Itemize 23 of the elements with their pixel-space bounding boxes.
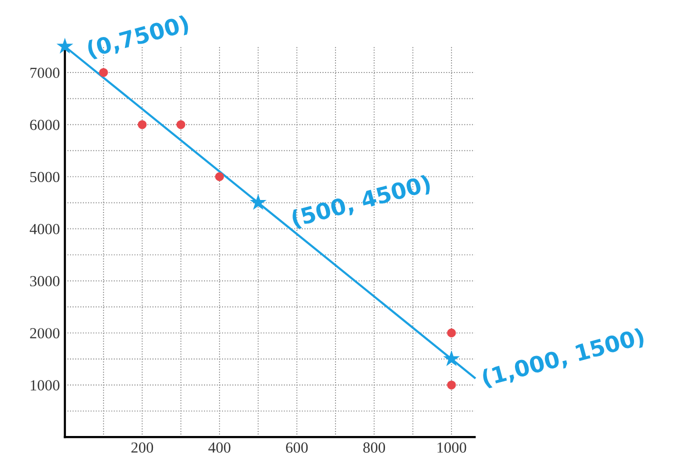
y-tick-label: 3000 xyxy=(30,276,60,286)
x-tick-label: 200 xyxy=(131,442,154,453)
y-tick-label: 6000 xyxy=(30,120,60,130)
y-tick-label: 1000 xyxy=(30,380,60,390)
point xyxy=(447,328,456,338)
point xyxy=(250,194,267,210)
x-tick-label: 800 xyxy=(363,442,386,453)
point xyxy=(56,38,74,54)
point xyxy=(99,68,108,77)
annotation: (1,000, 1500) xyxy=(481,327,646,390)
point xyxy=(138,120,147,130)
x-tick-label: 400 xyxy=(208,442,230,453)
point xyxy=(215,172,224,182)
y-tick-label: 5000 xyxy=(30,172,60,182)
point xyxy=(447,380,456,390)
y-tick-label: 7000 xyxy=(30,68,60,78)
y-tick-label: 2000 xyxy=(30,328,60,338)
annotation: (500, 4500) xyxy=(290,174,432,230)
x-tick-label: 600 xyxy=(286,442,308,453)
point xyxy=(443,350,460,366)
point xyxy=(176,120,186,130)
y-tick-label: 4000 xyxy=(30,224,60,234)
x-tick-label: 1000 xyxy=(438,442,466,453)
